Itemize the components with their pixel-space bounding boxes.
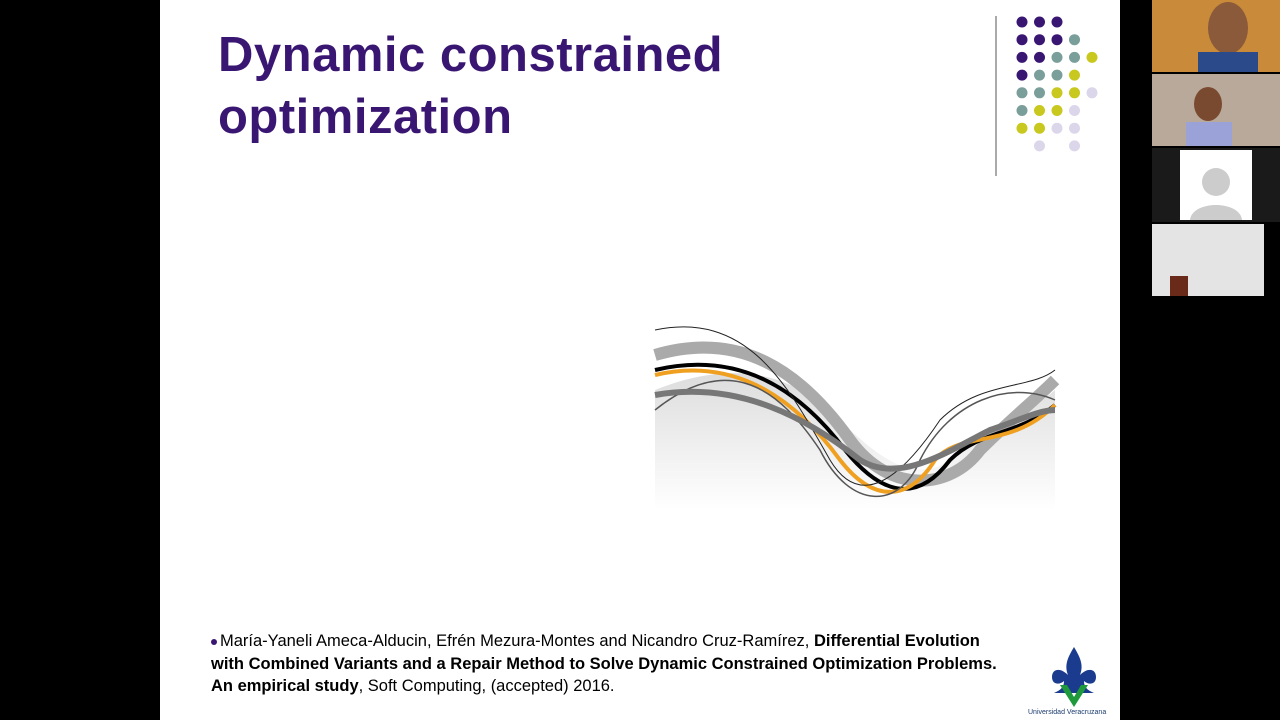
deco-dot bbox=[1034, 105, 1045, 116]
deco-dot bbox=[1034, 16, 1045, 28]
reference-title: Differential Evolution with Combined Var… bbox=[211, 632, 997, 695]
deco-dot bbox=[1069, 51, 1080, 63]
logo-fleur bbox=[1052, 647, 1096, 693]
deco-dot bbox=[1034, 87, 1045, 99]
deco-dot bbox=[1051, 51, 1063, 63]
deco-dot bbox=[1016, 122, 1028, 134]
slide-title: Dynamic constrained optimization bbox=[218, 28, 724, 144]
wave bbox=[654, 379, 1056, 497]
deco-dot bbox=[1086, 51, 1098, 63]
deco-dot bbox=[1016, 51, 1028, 63]
avatar-head bbox=[1202, 168, 1230, 196]
deco-dot bbox=[1051, 122, 1063, 134]
deco-dot bbox=[1016, 87, 1028, 99]
deco-dot bbox=[1051, 69, 1063, 81]
deco-dot bbox=[1069, 34, 1080, 46]
reference-authors: María-Yaneli Ameca-Alducin, Efrén Mezura… bbox=[220, 632, 810, 650]
deco-dot bbox=[1086, 87, 1098, 99]
bullet bbox=[211, 638, 217, 645]
deco-dot bbox=[1051, 105, 1063, 116]
slide: Dynamic constrained optimization María-Y… bbox=[160, 0, 1120, 720]
participant-tiles bbox=[1152, 0, 1280, 296]
participant-shirt bbox=[1198, 52, 1258, 72]
logo-caption: Universidad Veracruzana bbox=[1028, 709, 1107, 716]
deco-dot bbox=[1016, 105, 1028, 116]
deco-dot bbox=[1034, 69, 1045, 81]
deco-dot bbox=[1069, 105, 1080, 116]
avatar-body bbox=[1190, 205, 1242, 220]
wave bbox=[654, 368, 1057, 494]
reference: María-Yaneli Ameca-Alducin, Efrén Mezura… bbox=[211, 630, 1011, 698]
deco-dot bbox=[1034, 34, 1045, 46]
deco-dot bbox=[1069, 122, 1080, 134]
participant-shirt bbox=[1186, 122, 1232, 146]
deco-dot bbox=[1051, 34, 1063, 46]
participant-face bbox=[1208, 2, 1248, 54]
video-tile bbox=[1152, 224, 1264, 296]
deco-dot bbox=[1016, 34, 1028, 46]
logo-v bbox=[1060, 685, 1088, 707]
university-logo bbox=[1052, 647, 1096, 707]
deco-dot bbox=[1034, 140, 1045, 152]
deco-dot bbox=[1069, 140, 1080, 152]
deco-dot bbox=[1016, 69, 1028, 81]
deco-dot bbox=[1069, 69, 1080, 81]
deco-dot bbox=[1051, 87, 1063, 99]
deco-dot bbox=[1034, 122, 1045, 134]
reference-venue: , Soft Computing, (accepted) 2016. bbox=[358, 677, 615, 695]
wave bbox=[654, 326, 1056, 486]
deco-dot bbox=[1069, 87, 1080, 99]
wave-graphic bbox=[653, 326, 1060, 510]
dot-decoration bbox=[995, 16, 1098, 176]
video-object bbox=[1170, 276, 1188, 296]
deco-dot bbox=[1016, 16, 1028, 28]
deco-dot bbox=[1051, 16, 1063, 28]
deco-dot bbox=[1034, 51, 1045, 63]
wave bbox=[654, 388, 1056, 472]
participant-face bbox=[1194, 87, 1222, 121]
